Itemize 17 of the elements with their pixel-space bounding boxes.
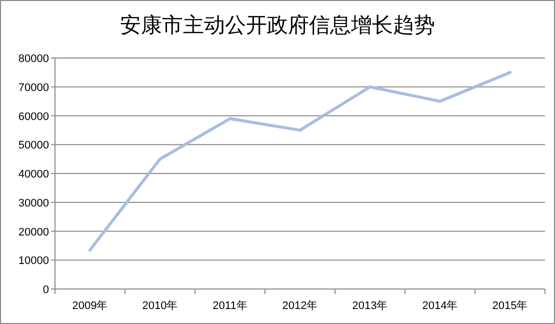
y-tick-label: 40000 <box>18 168 49 180</box>
x-tick-label: 2013年 <box>352 300 388 312</box>
y-tick-label: 10000 <box>18 255 49 268</box>
x-tick-label: 2012年 <box>282 300 318 312</box>
y-tick-label: 0 <box>42 284 49 296</box>
x-tick-label: 2010年 <box>142 300 178 312</box>
y-tick-label: 60000 <box>18 110 49 123</box>
x-tick-label: 2015年 <box>492 300 528 312</box>
y-tick-label: 50000 <box>18 140 49 152</box>
y-tick-label: 80000 <box>18 53 49 65</box>
y-tick-label: 70000 <box>18 82 49 94</box>
x-tick-label: 2009年 <box>72 300 108 312</box>
x-tick-label: 2014年 <box>422 300 458 312</box>
y-tick-label: 20000 <box>18 226 49 238</box>
y-tick-label: 30000 <box>18 197 49 210</box>
x-tick-label: 2011年 <box>212 300 248 312</box>
title: 安康市主动公开政府信息增长趋势 <box>120 13 435 37</box>
